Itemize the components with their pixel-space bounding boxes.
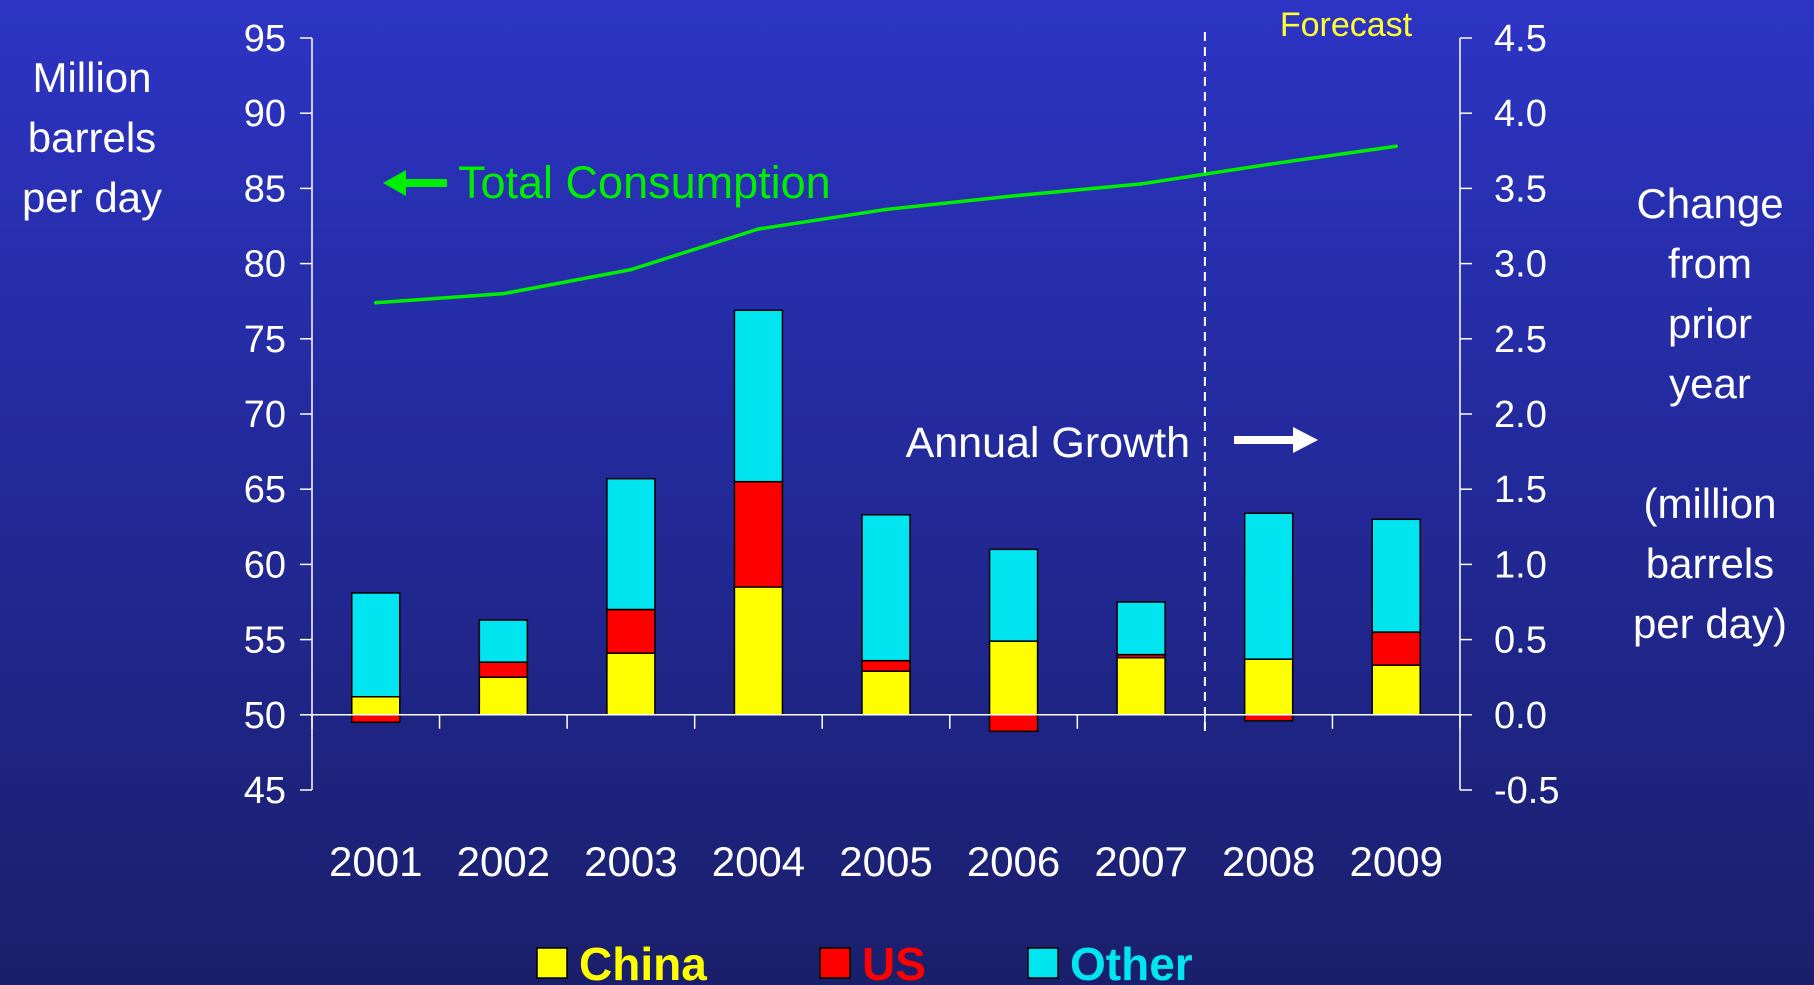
bar-us-2008 xyxy=(1243,714,1294,722)
left-tick-label: 65 xyxy=(244,469,286,511)
category-label-2008: 2008 xyxy=(1222,838,1315,885)
left-tick-label: 75 xyxy=(244,319,286,361)
bar-us-2006 xyxy=(988,714,1039,733)
category-label-2003: 2003 xyxy=(584,838,677,885)
left-axis-label-line: per day xyxy=(22,174,162,221)
category-label-2007: 2007 xyxy=(1094,838,1187,885)
legend-swatch-us xyxy=(819,947,851,979)
right-axis-label-line: per day) xyxy=(1633,600,1787,647)
right-axis: -0.5 0.0 0.5 1.0 1.5 2.0 2.5 3.0 3.5 4.0 4.5 xyxy=(1459,18,1559,812)
bar-us-2005 xyxy=(861,659,911,672)
bar-china-2002 xyxy=(478,676,529,716)
category-label-2005: 2005 xyxy=(839,838,932,885)
left-tick-label: 95 xyxy=(244,18,286,60)
right-tick-label: 1.0 xyxy=(1494,544,1547,586)
legend-swatch-other xyxy=(1027,947,1059,979)
total-consumption-annotation: Total Consumption xyxy=(458,157,831,208)
bar-other-2003 xyxy=(606,477,656,611)
bar-china-2007 xyxy=(1116,656,1166,716)
left-tick-label: 50 xyxy=(244,695,286,737)
right-tick-label: 2.5 xyxy=(1494,319,1547,361)
bar-china-2001 xyxy=(351,696,401,716)
right-axis-label-line: year xyxy=(1669,360,1751,407)
left-tick-label: 45 xyxy=(244,770,286,812)
left-axis: 45 50 55 60 65 70 75 80 85 90 95 xyxy=(244,18,313,812)
bar-china-2008 xyxy=(1243,658,1294,716)
left-tick-label: 55 xyxy=(244,620,286,662)
left-axis-label-line: Million xyxy=(32,54,151,101)
category-label-2006: 2006 xyxy=(967,838,1060,885)
bar-china-2003 xyxy=(606,652,656,716)
total-consumption-point-2001 xyxy=(373,300,378,305)
chart-annotations: Total Consumption Annual Growth xyxy=(383,157,1318,467)
right-tick-label: 3.0 xyxy=(1494,244,1547,286)
bar-other-2006 xyxy=(988,548,1039,642)
bar-other-2008 xyxy=(1243,512,1294,660)
category-label-2001: 2001 xyxy=(329,838,422,885)
right-tick-label: 3.5 xyxy=(1494,168,1547,210)
category-label-2009: 2009 xyxy=(1350,838,1443,885)
legend-swatch-china xyxy=(536,947,568,979)
bar-us-2001 xyxy=(351,714,401,724)
right-tick-label: 4.5 xyxy=(1494,18,1547,60)
bar-other-2007 xyxy=(1116,601,1166,656)
total-consumption-series xyxy=(373,144,1399,305)
bar-other-2001 xyxy=(351,592,401,698)
right-tick-label: -0.5 xyxy=(1494,770,1559,812)
right-axis-label-line: from xyxy=(1668,240,1752,287)
bar-china-2005 xyxy=(861,670,911,716)
legend-label-us: US xyxy=(862,938,926,985)
right-axis-label-line: (million xyxy=(1643,480,1776,527)
total-consumption-point-2002 xyxy=(501,291,506,296)
bar-china-2009 xyxy=(1371,664,1421,716)
bar-other-2009 xyxy=(1371,518,1421,633)
total-consumption-point-2006 xyxy=(1011,194,1016,198)
right-tick-label: 1.5 xyxy=(1494,469,1547,511)
legend: China US Other xyxy=(536,938,1193,985)
left-tick-label: 90 xyxy=(244,93,286,135)
bar-other-2004 xyxy=(733,309,784,483)
legend-label-other: Other xyxy=(1070,938,1193,985)
right-tick-label: 2.0 xyxy=(1494,394,1547,436)
bar-china-2006 xyxy=(988,640,1039,716)
total-consumption-point-2004 xyxy=(756,227,761,231)
left-tick-label: 60 xyxy=(244,544,286,586)
left-tick-label: 85 xyxy=(244,168,286,210)
total-arrow-head xyxy=(383,170,406,196)
right-axis-label: Change from prior year (million barrels per da… xyxy=(1633,180,1787,647)
right-tick-label: 0.0 xyxy=(1494,695,1547,737)
right-axis-label-line: Change xyxy=(1636,180,1783,227)
right-tick-label: 4.0 xyxy=(1494,93,1547,135)
legend-label-china: China xyxy=(579,938,707,985)
right-axis-label-line: barrels xyxy=(1646,540,1774,587)
annual-growth-annotation: Annual Growth xyxy=(906,419,1190,467)
bar-us-2004 xyxy=(733,480,784,588)
bar-china-2004 xyxy=(733,586,784,716)
left-axis-label-line: barrels xyxy=(28,114,156,161)
category-label-2004: 2004 xyxy=(712,838,805,885)
total-consumption-point-2009 xyxy=(1394,144,1399,149)
bar-other-2002 xyxy=(478,619,529,663)
category-labels: 2001 2002 2003 2004 2005 2006 2007 2008 2009 xyxy=(329,838,1443,885)
right-tick-label: 0.5 xyxy=(1494,620,1547,662)
left-tick-label: 80 xyxy=(244,244,286,286)
category-axis xyxy=(311,714,1461,729)
growth-arrow-head xyxy=(1293,427,1318,453)
total-consumption-point-2008 xyxy=(1266,162,1271,167)
bar-us-2003 xyxy=(606,608,656,654)
stacked-bars xyxy=(351,309,1421,733)
left-tick-label: 70 xyxy=(244,394,286,436)
bar-us-2009 xyxy=(1371,631,1421,666)
total-consumption-point-2003 xyxy=(629,267,633,272)
left-axis-label: Million barrels per day xyxy=(22,54,162,221)
bar-other-2005 xyxy=(861,514,911,662)
total-consumption-point-2007 xyxy=(1139,182,1143,186)
total-consumption-point-2005 xyxy=(884,207,888,212)
bar-us-2002 xyxy=(478,661,529,678)
forecast-divider: Forecast xyxy=(1203,6,1413,732)
category-label-2002: 2002 xyxy=(457,838,550,885)
right-axis-label-line: prior xyxy=(1668,300,1752,347)
forecast-label: Forecast xyxy=(1280,6,1413,44)
